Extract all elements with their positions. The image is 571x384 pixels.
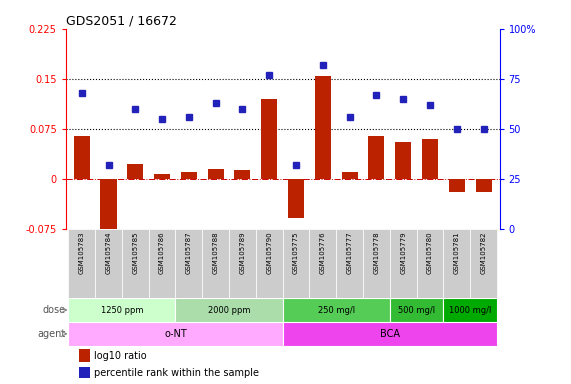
Text: GSM105784: GSM105784: [106, 231, 111, 274]
Bar: [122, 229, 148, 298]
Text: 500 mg/l: 500 mg/l: [398, 306, 435, 314]
Bar: [175, 229, 202, 298]
Bar: [309, 229, 336, 298]
Bar: [390, 298, 443, 322]
Text: GSM105778: GSM105778: [373, 231, 379, 274]
Text: GSM105783: GSM105783: [79, 231, 85, 274]
Text: dose: dose: [42, 305, 65, 315]
Text: GSM105775: GSM105775: [293, 231, 299, 274]
Bar: [208, 169, 224, 179]
Bar: [368, 136, 384, 179]
Text: GSM105776: GSM105776: [320, 231, 326, 274]
Text: GSM105788: GSM105788: [212, 231, 219, 274]
Bar: [336, 229, 363, 298]
Text: GSM105786: GSM105786: [159, 231, 165, 274]
Bar: [181, 172, 197, 179]
Bar: [261, 99, 278, 179]
Bar: [443, 229, 470, 298]
Bar: [74, 136, 90, 179]
Text: o-NT: o-NT: [164, 329, 187, 339]
Bar: [235, 170, 251, 179]
Bar: [79, 349, 90, 362]
Text: GSM105790: GSM105790: [266, 231, 272, 274]
Text: log10 ratio: log10 ratio: [94, 351, 147, 361]
Bar: [283, 298, 390, 322]
Text: GDS2051 / 16672: GDS2051 / 16672: [66, 15, 176, 28]
Text: GSM105789: GSM105789: [239, 231, 246, 274]
Text: GSM105787: GSM105787: [186, 231, 192, 274]
Bar: [341, 172, 357, 179]
Bar: [395, 142, 411, 179]
Text: 250 mg/l: 250 mg/l: [317, 306, 355, 314]
Text: 2000 ppm: 2000 ppm: [208, 306, 250, 314]
Bar: [283, 322, 497, 346]
Bar: [283, 229, 309, 298]
Bar: [202, 229, 229, 298]
Bar: [127, 164, 143, 179]
Bar: [288, 179, 304, 218]
Bar: [148, 229, 175, 298]
Bar: [154, 174, 170, 179]
Text: 1250 ppm: 1250 ppm: [100, 306, 143, 314]
Bar: [315, 76, 331, 179]
Text: 1000 mg/l: 1000 mg/l: [449, 306, 492, 314]
Text: GSM105782: GSM105782: [481, 231, 486, 274]
Bar: [100, 179, 116, 236]
Bar: [422, 139, 438, 179]
Bar: [470, 229, 497, 298]
Text: GSM105777: GSM105777: [347, 231, 353, 274]
Bar: [69, 322, 283, 346]
Bar: [69, 298, 175, 322]
Bar: [95, 229, 122, 298]
Text: GSM105779: GSM105779: [400, 231, 406, 274]
Bar: [229, 229, 256, 298]
Text: BCA: BCA: [380, 329, 400, 339]
Bar: [443, 298, 497, 322]
Bar: [363, 229, 390, 298]
Text: agent: agent: [37, 329, 65, 339]
Bar: [69, 229, 95, 298]
Bar: [476, 179, 492, 192]
Text: percentile rank within the sample: percentile rank within the sample: [94, 368, 259, 378]
Text: GSM105781: GSM105781: [454, 231, 460, 274]
Bar: [390, 229, 417, 298]
Bar: [175, 298, 283, 322]
Bar: [79, 367, 90, 379]
Text: GSM105780: GSM105780: [427, 231, 433, 274]
Bar: [417, 229, 443, 298]
Bar: [449, 179, 465, 192]
Bar: [256, 229, 283, 298]
Text: GSM105785: GSM105785: [132, 231, 138, 274]
